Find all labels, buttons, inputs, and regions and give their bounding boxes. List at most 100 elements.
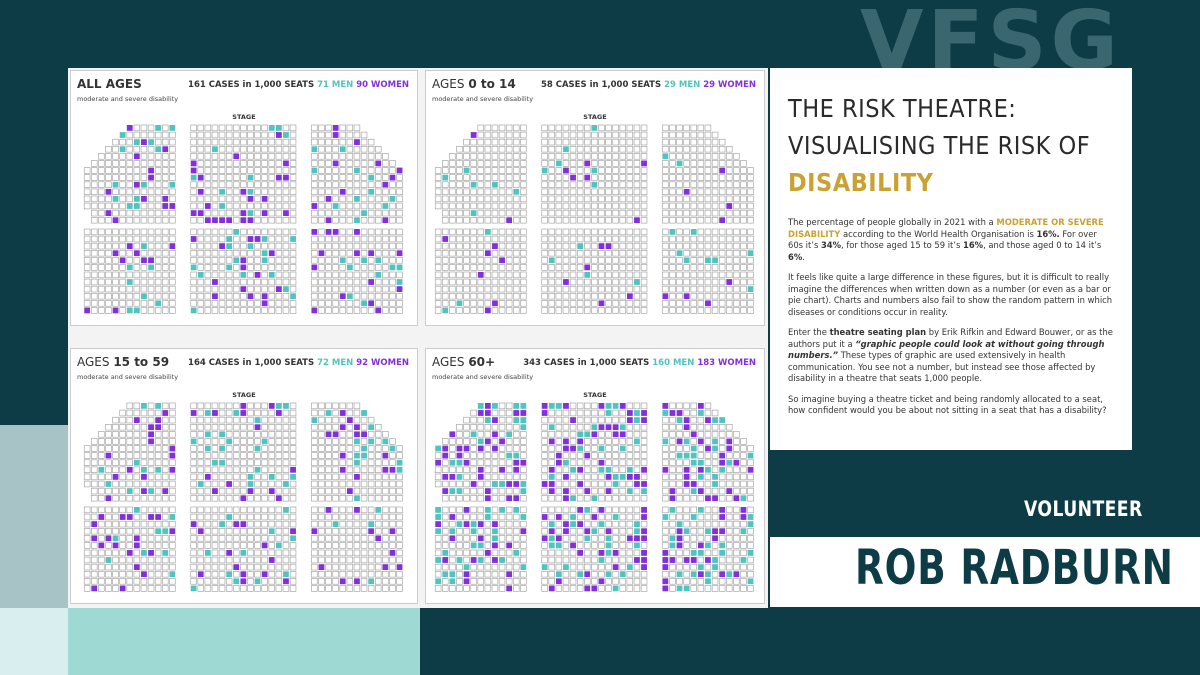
seat [548, 556, 555, 564]
occupied-seat [361, 257, 367, 264]
seat [626, 188, 634, 196]
seat [520, 452, 527, 459]
seat [204, 242, 212, 250]
seat [112, 153, 119, 160]
seat [396, 495, 403, 502]
occupied-seat [133, 203, 140, 209]
seat [396, 242, 403, 250]
seat [119, 195, 126, 203]
seat [626, 506, 634, 514]
seat [254, 153, 261, 160]
seat [83, 549, 91, 557]
seat [346, 480, 354, 488]
seat [569, 257, 577, 264]
seat [569, 124, 577, 132]
seat [389, 300, 396, 307]
seat [449, 445, 456, 452]
occupied-seat [197, 174, 204, 181]
seat [375, 145, 382, 153]
seat [584, 167, 591, 174]
occupied-seat [190, 307, 197, 314]
seat [325, 264, 332, 271]
seat [505, 278, 513, 286]
seat [389, 167, 396, 174]
seat [140, 409, 148, 417]
seat [211, 300, 219, 307]
occupied-seat [204, 410, 211, 416]
seat [261, 409, 268, 417]
occupied-seat [548, 535, 555, 542]
seat [704, 167, 712, 174]
seat [225, 228, 233, 236]
seat [140, 285, 148, 293]
occupied-seat [541, 514, 548, 520]
seat [147, 228, 155, 236]
seat [463, 217, 470, 224]
seat [733, 307, 740, 314]
seat [484, 535, 492, 542]
seat [311, 209, 318, 217]
seat [640, 209, 648, 217]
seat [225, 520, 233, 528]
occupied-seat [261, 300, 268, 307]
occupied-seat [563, 488, 569, 494]
seat [711, 188, 719, 196]
seat [225, 278, 233, 286]
seat [683, 578, 690, 585]
seat [311, 542, 318, 549]
seat [268, 300, 275, 307]
seat [204, 542, 212, 549]
occupied-seat [548, 474, 555, 480]
occupied-seat [261, 293, 268, 300]
seat [332, 138, 339, 146]
seat [289, 124, 297, 132]
seat [576, 160, 584, 167]
seat [605, 264, 612, 271]
seat [126, 195, 133, 203]
seat [733, 473, 740, 481]
seat [434, 174, 442, 181]
seat [520, 278, 527, 286]
seat [325, 293, 332, 300]
occupied-seat [361, 452, 367, 459]
text-run: 0 to 14 [468, 77, 516, 91]
seat [562, 409, 570, 417]
seat [520, 542, 527, 549]
occupied-seat [492, 403, 498, 409]
seat [463, 271, 470, 279]
occupied-seat [740, 514, 747, 520]
seat [484, 167, 492, 174]
seat [626, 307, 634, 314]
seat [626, 250, 634, 257]
seat [353, 181, 361, 188]
seat [240, 242, 247, 250]
seat [204, 459, 212, 466]
seat [140, 217, 148, 224]
seat [126, 235, 133, 243]
seat [197, 402, 204, 410]
seat [562, 513, 570, 521]
occupied-seat [548, 257, 555, 264]
seat [197, 181, 204, 188]
seat [83, 506, 91, 514]
occupied-seat [204, 445, 211, 452]
seat [470, 563, 477, 571]
seat [505, 228, 513, 236]
seat [218, 423, 226, 431]
seat [126, 217, 133, 224]
seat [360, 264, 368, 271]
seat [598, 257, 605, 264]
seat [275, 293, 283, 300]
seat [154, 409, 162, 417]
seat [591, 138, 598, 146]
seat [484, 293, 492, 300]
seat [726, 578, 733, 585]
seat [233, 542, 240, 549]
seat [311, 473, 318, 481]
seat [726, 542, 733, 549]
seat [367, 416, 375, 424]
seat [548, 167, 555, 174]
seat [484, 431, 492, 438]
seat [382, 160, 389, 167]
seat [211, 242, 219, 250]
